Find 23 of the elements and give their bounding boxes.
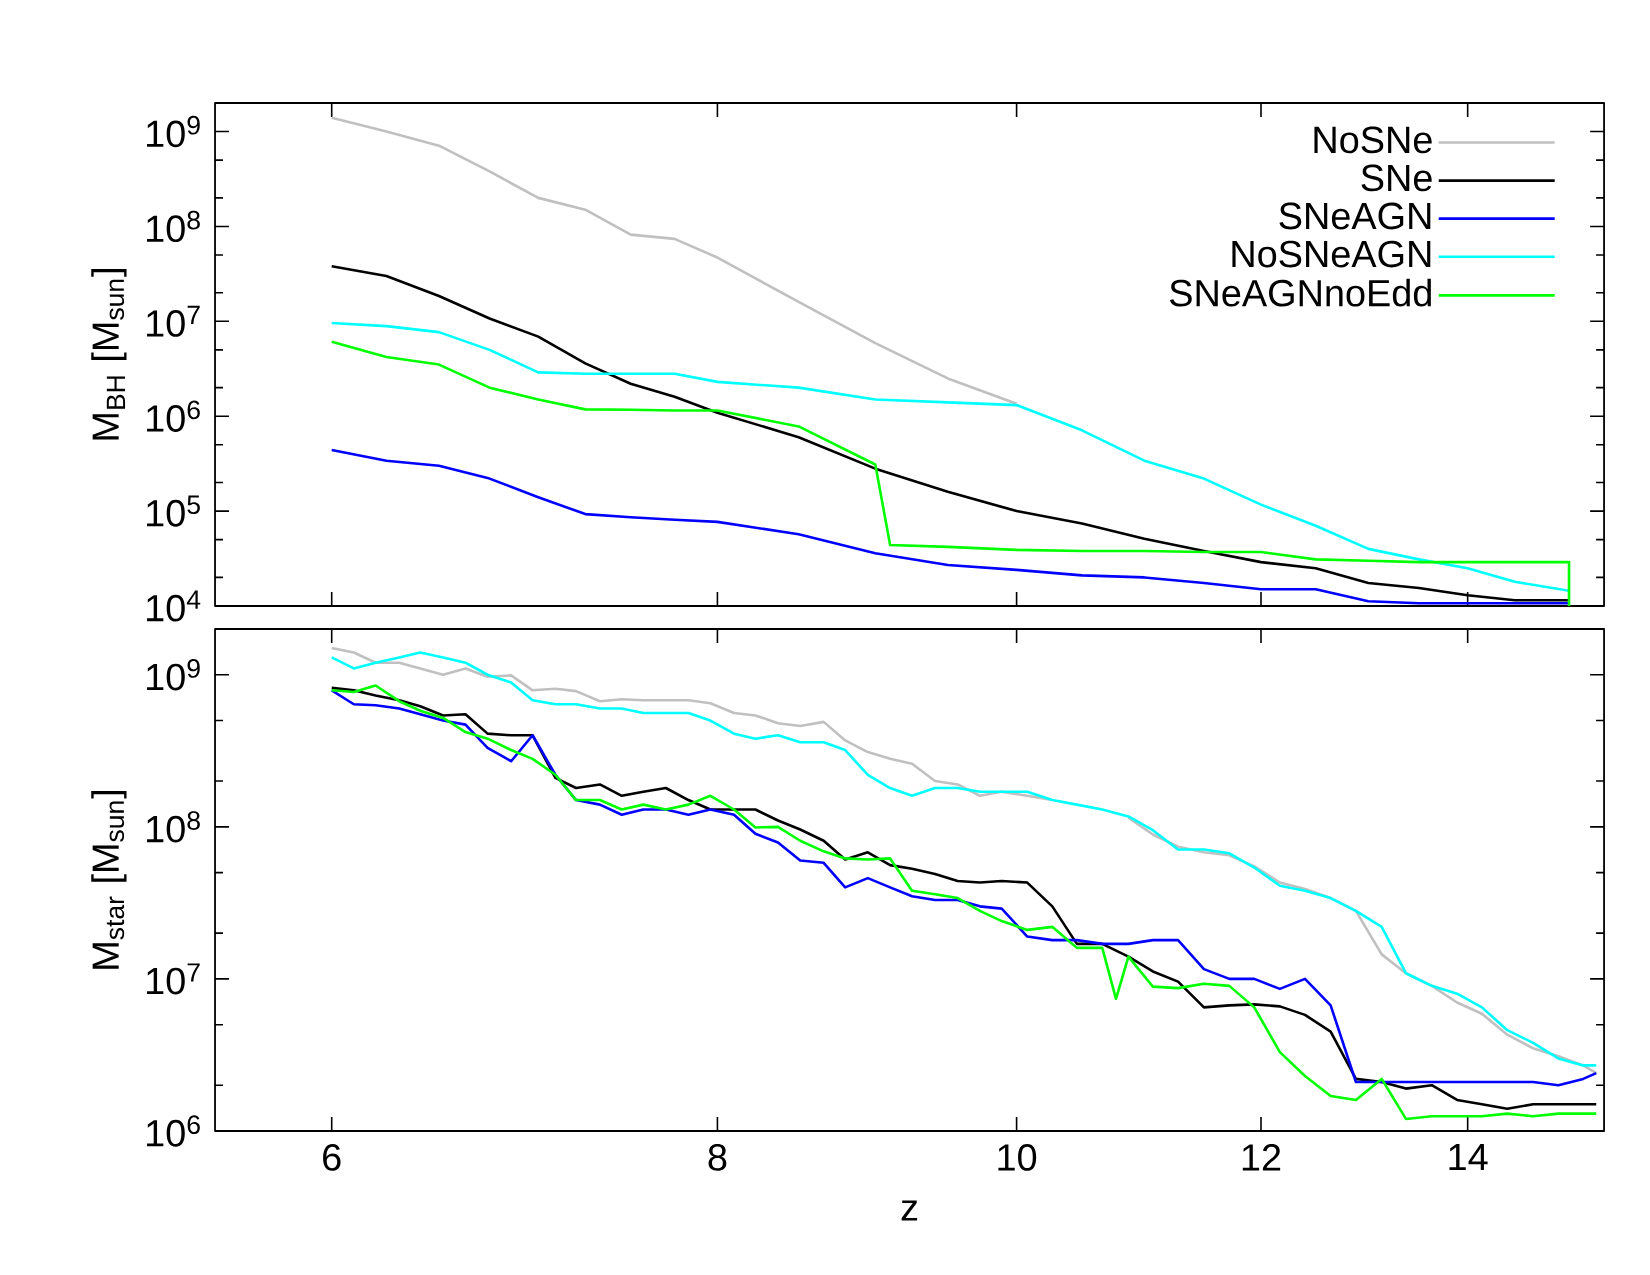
y-tick-label: 10$^{7}$ (147, 305, 200, 337)
y-tick-label: 10$^{9}$ (147, 115, 200, 148)
x-tick-label: 10 (998, 1144, 1037, 1171)
y-axis-title: M$_{BH}$ [M$_{sun}$] (91, 269, 127, 440)
legend-label: SNeAGNnoEdd (1169, 278, 1431, 307)
y-tick-label: 10$^{6}$ (147, 1115, 200, 1147)
x-tick-label: 6 (323, 1144, 341, 1171)
y-tick-label: 10$^{8}$ (147, 811, 200, 843)
y-tick-label: 10$^{7}$ (147, 963, 200, 995)
y-tick-label: 10$^{8}$ (147, 210, 200, 243)
legend-label: NoSNeAGN (1232, 240, 1431, 268)
x-tick-label: 8 (708, 1144, 727, 1171)
x-axis-title: z (901, 1200, 918, 1221)
x-tick-label: 14 (1449, 1144, 1488, 1171)
y-tick-label: 10$^{6}$ (147, 400, 200, 432)
legend-label: SNeAGN (1279, 202, 1431, 230)
y-tick-label: 10$^{9}$ (147, 659, 200, 691)
y-axis-title: M$_{star}$ [M$_{sun}$] (91, 790, 127, 969)
y-tick-label: 10$^{5}$ (147, 495, 200, 527)
legend-label: NoSNe (1314, 126, 1432, 154)
y-tick-label: 10$^{4}$ (147, 590, 201, 622)
legend-label: SNe (1361, 164, 1432, 192)
x-tick-label: 12 (1242, 1144, 1281, 1171)
